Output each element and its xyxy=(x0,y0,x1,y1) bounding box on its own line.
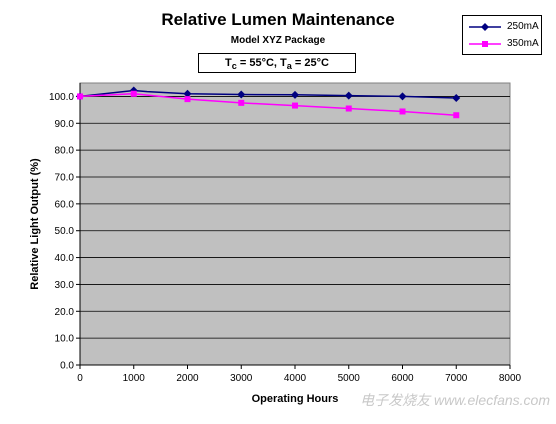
x-tick-label: 2000 xyxy=(176,373,199,384)
ta-label: T xyxy=(280,57,287,69)
y-tick-label: 30.0 xyxy=(55,280,75,291)
data-point-350ma xyxy=(399,108,406,115)
data-point-350ma xyxy=(345,105,352,112)
data-point-250ma xyxy=(237,90,246,99)
y-tick-label: 80.0 xyxy=(55,146,75,157)
legend-swatch-250ma xyxy=(469,23,501,31)
x-tick-label: 0 xyxy=(77,373,83,384)
y-tick-label: 70.0 xyxy=(55,173,75,184)
tc-label: T xyxy=(224,57,232,69)
tc-sub: c xyxy=(231,61,237,72)
y-tick-label: 100.0 xyxy=(49,92,74,103)
y-axis-label: Relative Light Output (%) xyxy=(29,158,41,290)
data-point-250ma xyxy=(291,90,299,99)
plot-area xyxy=(79,82,511,366)
y-tick-label: 40.0 xyxy=(55,253,75,264)
data-point-350ma xyxy=(453,112,460,119)
y-tick-label: 0.0 xyxy=(60,361,74,372)
x-axis-label: Operating Hours xyxy=(252,393,339,405)
ta-value: = 25°C xyxy=(291,57,329,69)
ta-sub: a xyxy=(286,61,292,72)
legend-label-250ma: 250mA xyxy=(507,21,539,32)
tc-value: = 55°C, xyxy=(236,57,281,69)
conditions-box: Tc = 55°C, Ta = 25°C xyxy=(198,53,356,73)
data-point-350ma xyxy=(238,99,245,106)
data-point-250ma xyxy=(398,92,407,101)
y-tick-label: 90.0 xyxy=(55,119,75,130)
x-tick-label: 6000 xyxy=(391,373,414,384)
data-point-250ma xyxy=(183,89,192,98)
watermark: 电子发烧友 www.elecfans.com xyxy=(360,392,550,408)
y-tick-label: 20.0 xyxy=(55,307,75,318)
y-tick-label: 10.0 xyxy=(55,334,75,345)
data-point-350ma xyxy=(130,90,137,97)
x-tick-label: 7000 xyxy=(445,373,468,384)
y-tick-label: 50.0 xyxy=(55,226,75,237)
legend-swatch-350ma xyxy=(469,41,501,47)
x-tick-label: 1000 xyxy=(123,373,146,384)
x-tick-label: 8000 xyxy=(499,373,522,384)
x-tick-label: 5000 xyxy=(338,373,361,384)
legend-label-350ma: 350mA xyxy=(507,38,539,49)
x-tick-label: 4000 xyxy=(284,373,307,384)
legend: 250mA 350mA xyxy=(462,15,542,55)
data-point-350ma xyxy=(292,102,298,109)
series-line-350ma xyxy=(79,92,457,116)
data-point-350ma xyxy=(184,96,191,103)
x-tick-label: 3000 xyxy=(230,373,253,384)
data-point-350ma xyxy=(77,93,83,100)
chart-title: Relative Lumen Maintenance xyxy=(161,10,395,29)
y-tick-label: 60.0 xyxy=(55,199,75,210)
chart-subtitle: Model XYZ Package xyxy=(230,35,326,46)
data-point-250ma xyxy=(452,94,461,103)
data-point-250ma xyxy=(344,91,353,100)
